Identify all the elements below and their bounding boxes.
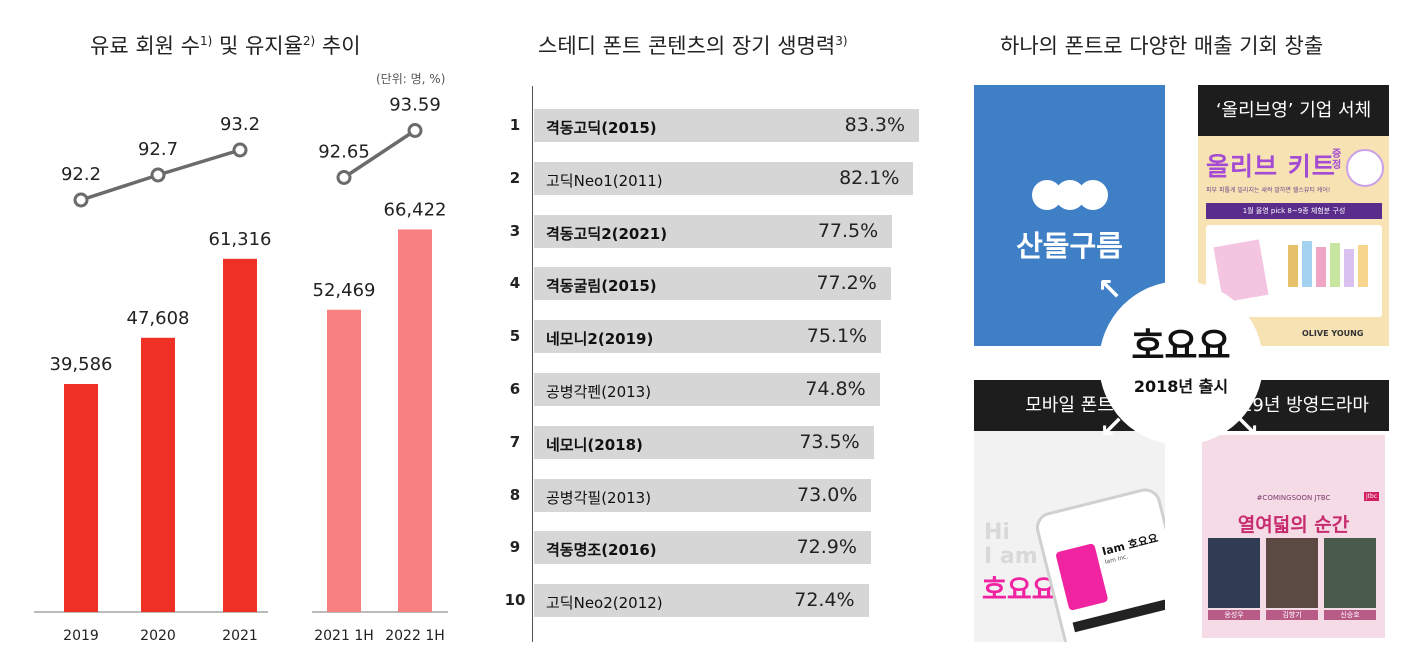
olive-young-heading: ‘올리브영’ 기업 서체	[1198, 85, 1389, 136]
center-title: 호요요	[1131, 326, 1231, 367]
jtbc-badge: jtbc	[1364, 492, 1380, 501]
cast-photo-1	[1208, 538, 1260, 608]
retention-value-label: 93.2	[220, 114, 260, 135]
cast-name-3: 신승호	[1324, 610, 1376, 620]
member-value-label: 47,608	[127, 308, 190, 329]
font-name-label: 고딕Neo1(2011)	[546, 171, 663, 190]
ranking-bar-10	[534, 584, 869, 618]
ranking-bar-6	[534, 373, 880, 406]
ranking-bar-1	[534, 109, 919, 142]
retention-point	[336, 170, 352, 185]
retention-rate-label: 83.3%	[844, 114, 905, 136]
cast-name-2: 김향기	[1266, 610, 1318, 620]
retention-rate-label: 82.1%	[839, 166, 900, 189]
rank-number: 1	[509, 116, 521, 134]
font-name-label: 공병각필(2013)	[546, 488, 652, 507]
phone-title: Iam 호요요	[1100, 531, 1160, 559]
font-name-label: 격동고딕2(2021)	[546, 224, 668, 243]
ranking-bar-3	[534, 214, 893, 248]
category-label: 2022 1H	[385, 628, 445, 644]
member-value-label: 66,422	[384, 199, 447, 220]
category-label: 2019	[63, 628, 99, 644]
olive-kit-badge: 증정	[1332, 149, 1342, 171]
rank-number: 4	[509, 274, 521, 293]
retention-value-label: 92.65	[318, 142, 370, 163]
mobile-hi-text: Hi	[984, 520, 1010, 545]
retention-point	[407, 123, 423, 138]
rank-number: 10	[504, 591, 526, 610]
rank-number: 5	[509, 327, 521, 346]
phone-pink-card	[1055, 543, 1109, 611]
panel1-unit: (단위: 명, %)	[376, 72, 446, 86]
retention-value-label: 93.59	[389, 95, 441, 116]
cast-photo-3	[1324, 538, 1376, 608]
ranking-bar-7	[534, 425, 874, 459]
cow-mascot-icon	[1346, 149, 1384, 187]
member-value-label: 61,316	[209, 229, 272, 250]
member-bar-4	[327, 309, 361, 612]
font-name-label: 네모니(2018)	[546, 435, 643, 454]
ranking-bar-2	[534, 161, 914, 195]
font-name-label: 고딕Neo2(2012)	[546, 594, 663, 613]
mobile-iam-text: I am	[984, 544, 1038, 569]
rank-number: 7	[509, 432, 521, 451]
rank-number: 2	[509, 168, 521, 187]
member-bar-3	[223, 258, 257, 612]
olive-young-tile: ‘올리브영’ 기업 서체 올리브 키트 증정 피부 피톨게 밀리지는 새싹 말하…	[1198, 85, 1389, 346]
member-bar-2	[141, 337, 175, 612]
mobile-hoyoyo-text: 호요요	[982, 575, 1057, 606]
member-bar-5	[398, 229, 432, 612]
olive-kit-subtext: 피부 피톨게 밀리지는 새싹 말하면 헬스뷰티 케어!	[1206, 187, 1331, 194]
member-retention-chart: 39,586 2019 47,608 2020 61,316 2021 52,469 2021…	[34, 95, 448, 644]
retention-value-label: 92.2	[61, 164, 101, 185]
rank-number: 8	[509, 485, 521, 504]
ranking-axis-line	[532, 86, 533, 642]
center-subtitle: 2018년 출시	[1133, 377, 1229, 396]
retention-rate-label: 72.9%	[796, 536, 857, 559]
ranking-bar-5	[534, 320, 882, 354]
font-name-label: 격동명조(2016)	[546, 541, 657, 560]
category-label: 2021	[222, 628, 258, 644]
ranking-bar-8	[534, 478, 872, 512]
ranking-bar-9	[534, 531, 871, 565]
font-name-label: 격동굴림(2015)	[546, 277, 657, 296]
retention-rate-label: 72.4%	[794, 589, 855, 612]
retention-point	[73, 192, 89, 208]
ranking-bar-4	[534, 267, 891, 301]
retention-point	[232, 142, 248, 158]
font-name-label: 네모니2(2019)	[546, 330, 654, 349]
retention-rate-label: 77.5%	[817, 219, 879, 242]
panel1-title: 유료 회원 수1) 및 유지율2) 추이	[90, 34, 361, 58]
retention-rate-label: 73.0%	[797, 483, 858, 506]
retention-rate-label: 75.1%	[806, 325, 868, 348]
retention-rate-label: 74.8%	[805, 378, 866, 400]
category-label: 2020	[140, 628, 176, 644]
drama-title: 열여덟의 순간	[1237, 514, 1350, 536]
font-name-label: 격동고딕(2015)	[546, 119, 657, 137]
retention-rate-label: 77.2%	[816, 272, 877, 295]
panel3-title: 하나의 폰트로 다양한 매출 기회 창출	[1000, 34, 1324, 58]
retention-line-2	[343, 129, 416, 179]
rank-number: 6	[509, 380, 521, 398]
retention-point	[150, 167, 166, 183]
panel2-title: 스테디 폰트 콘텐츠의 장기 생명력3)	[538, 34, 848, 58]
retention-value-label: 92.7	[138, 139, 178, 160]
cast-name-1: 옹성우	[1208, 610, 1260, 620]
cast-photo-2	[1266, 538, 1318, 608]
member-bar-1	[64, 383, 98, 612]
member-value-label: 39,586	[50, 354, 113, 375]
member-value-label: 52,469	[313, 280, 376, 301]
cloud-icon	[1032, 180, 1108, 210]
retention-rate-label: 73.5%	[799, 430, 860, 453]
olive-kit-banner: 올리브 키트	[1206, 152, 1336, 181]
rank-number: 9	[509, 538, 521, 557]
olive-young-logo: OLIVE YOUNG	[1302, 329, 1364, 338]
olive-kit-strip: 1월 올영 pick 8~9종 체험분 구성	[1206, 203, 1382, 219]
category-label: 2021 1H	[314, 628, 374, 644]
font-name-label: 공병각펜(2013)	[546, 383, 652, 401]
rank-number: 3	[509, 221, 521, 240]
sandoll-cloud-brand: 산돌구름	[1016, 229, 1123, 263]
drama-small-text: #COMINGSOON JTBC	[1256, 494, 1331, 502]
center-circle: 호요요 2018년 출시	[1099, 281, 1263, 445]
